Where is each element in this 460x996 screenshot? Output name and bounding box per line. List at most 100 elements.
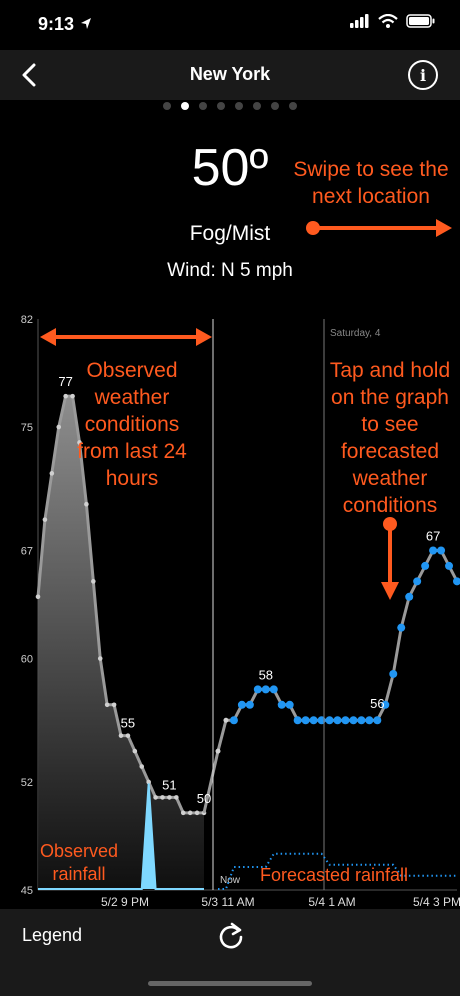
point-label: 58 — [259, 667, 273, 682]
observed-point — [153, 795, 158, 800]
forecast-point — [357, 716, 366, 725]
observed-point — [132, 748, 138, 754]
point-label: 56 — [370, 696, 384, 711]
signal-icon — [350, 14, 369, 28]
y-tick-label: 45 — [21, 885, 33, 897]
page-dot[interactable] — [289, 102, 297, 110]
forecast-point — [237, 700, 246, 709]
forecast-point — [223, 717, 229, 723]
forecast-rainfall-tip: Forecasted rainfall — [259, 865, 409, 885]
point-label: 51 — [162, 777, 176, 792]
page-dot[interactable] — [181, 102, 189, 110]
chevron-left-icon — [22, 63, 36, 87]
x-tick-label: 5/2 9 PM — [101, 895, 149, 909]
swipe-tip: Swipe to see the next location — [293, 158, 449, 208]
observed-point — [139, 764, 145, 769]
forecast-point — [309, 716, 318, 725]
forecast-point — [397, 623, 406, 632]
observed-point — [63, 393, 68, 399]
y-tick-label: 67 — [21, 545, 33, 557]
refresh-icon[interactable] — [216, 921, 246, 951]
observed-point — [56, 424, 62, 430]
tap-arrow-icon — [381, 517, 399, 600]
forecast-point — [293, 716, 302, 725]
observed-rain — [38, 783, 204, 890]
wifi-icon — [378, 14, 398, 28]
forecast-point — [365, 716, 374, 725]
observed-point — [111, 702, 117, 708]
forecast-point — [253, 685, 262, 694]
page-indicator[interactable] — [0, 102, 460, 110]
info-button[interactable]: i — [408, 60, 438, 90]
forecast-point — [445, 561, 454, 570]
current-temperature: 50º — [191, 139, 269, 197]
forecast-point — [421, 561, 430, 570]
x-tick-label: 5/4 1 AM — [308, 895, 355, 909]
observed-point — [180, 810, 186, 816]
observed-point — [84, 501, 89, 507]
swipe-arrow-icon — [306, 219, 452, 237]
observed-tip: Observed weather conditions from last 24… — [77, 359, 187, 490]
navigation-bar: New York i — [0, 50, 460, 100]
observed-point — [104, 702, 110, 708]
day-label: Saturday, 4 — [330, 328, 381, 339]
y-tick-label: 60 — [21, 654, 33, 666]
x-tick-label: 5/4 3 PM — [413, 895, 460, 909]
home-indicator[interactable] — [148, 981, 312, 986]
observed-point — [174, 795, 179, 800]
forecast-point — [429, 546, 438, 555]
temperature-chart[interactable]: 82 75 67 60 52 45 Saturday, 4 Now 77 55 51 50 58 56 67… — [0, 310, 460, 910]
point-label: 50 — [197, 791, 211, 806]
observed-point — [167, 795, 172, 800]
bottom-toolbar: Legend — [0, 909, 460, 996]
forecast-point — [277, 700, 286, 709]
observed-line-connector — [202, 750, 220, 814]
observed-range-arrow-icon — [40, 328, 212, 346]
forecast-point — [341, 716, 350, 725]
page-dot[interactable] — [199, 102, 207, 110]
observed-point — [160, 795, 165, 800]
page-dot[interactable] — [163, 102, 171, 110]
page-dot[interactable] — [271, 102, 279, 110]
forecast-point — [437, 546, 446, 555]
forecast-point — [301, 716, 310, 725]
status-icons — [350, 14, 436, 28]
observed-point — [118, 733, 124, 738]
legend-button[interactable]: Legend — [22, 925, 83, 945]
observed-point — [125, 733, 131, 738]
observed-point — [49, 471, 55, 476]
point-label: 55 — [121, 716, 135, 731]
now-label: Now — [220, 875, 241, 886]
current-wind: Wind: N 5 mph — [167, 260, 293, 281]
x-tick-label: 5/3 11 AM — [201, 895, 254, 909]
page-dot[interactable] — [217, 102, 225, 110]
y-tick-label: 82 — [21, 314, 33, 326]
observed-point — [91, 579, 96, 584]
observed-point — [70, 393, 75, 399]
status-time: 9:13 — [38, 14, 75, 34]
observed-point — [146, 779, 151, 785]
forecast-point — [381, 700, 390, 709]
forecast-point — [285, 700, 294, 709]
forecast-point — [333, 716, 342, 725]
observed-point — [187, 810, 193, 816]
observed-point — [194, 810, 200, 816]
observed-point — [77, 440, 82, 445]
observed-area — [38, 396, 204, 890]
info-icon: i — [419, 65, 427, 85]
forecast-point — [413, 577, 422, 586]
forecast-point — [389, 669, 398, 678]
page-title: New York — [189, 64, 271, 84]
forecast-point — [405, 592, 414, 601]
forecast-point — [269, 685, 278, 694]
forecast-point — [245, 700, 254, 709]
back-button[interactable] — [12, 58, 46, 92]
page-dot[interactable] — [235, 102, 243, 110]
page-dot[interactable] — [253, 102, 261, 110]
tap-tip: Tap and hold on the graph to see forecas… — [329, 359, 451, 517]
point-label: 77 — [58, 374, 72, 389]
observed-rainfall-tip: Observed rainfall — [39, 841, 119, 884]
y-tick-label: 52 — [21, 777, 33, 789]
point-label: 67 — [426, 528, 440, 543]
forecast-point — [261, 685, 270, 694]
